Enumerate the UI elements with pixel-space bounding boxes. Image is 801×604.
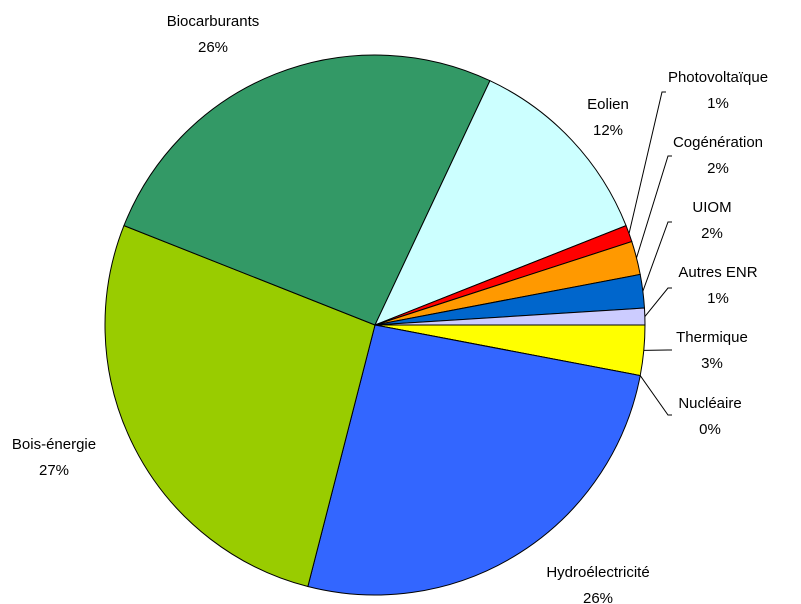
slice-label: Thermique (676, 329, 748, 346)
slice-label: Autres ENR (678, 264, 757, 281)
slice-value-label: 0% (699, 421, 721, 438)
slice-label: Nucléaire (678, 395, 741, 412)
slice-value-label: 27% (39, 462, 69, 479)
leader-line (642, 221, 672, 292)
pie-slice (374, 80, 627, 326)
slice-value-label: 3% (701, 355, 723, 372)
slice-label: Cogénération (673, 134, 763, 151)
slice-label: Eolien (587, 96, 629, 113)
slice-value-label: 1% (707, 290, 729, 307)
slice-value-label: 2% (701, 225, 723, 242)
slice-label: UIOM (692, 199, 731, 216)
slice-value-label: 26% (583, 590, 613, 604)
slice-value-label: 26% (198, 39, 228, 56)
pie-slice (104, 224, 376, 588)
leader-line (644, 287, 672, 317)
slice-label: Photovoltaïque (668, 69, 768, 86)
leader-line (628, 91, 666, 234)
leader-line (639, 375, 672, 416)
pie-slice (307, 324, 641, 596)
pie-slice (374, 307, 646, 326)
pie-slice (123, 54, 491, 326)
slice-value-label: 12% (593, 122, 623, 139)
slice-label: Biocarburants (167, 13, 260, 30)
leader-line (636, 155, 672, 259)
slice-label: Hydroélectricité (546, 564, 649, 581)
slice-value-label: 2% (707, 160, 729, 177)
slice-label: Bois-énergie (12, 436, 96, 453)
slice-value-label: 1% (707, 95, 729, 112)
